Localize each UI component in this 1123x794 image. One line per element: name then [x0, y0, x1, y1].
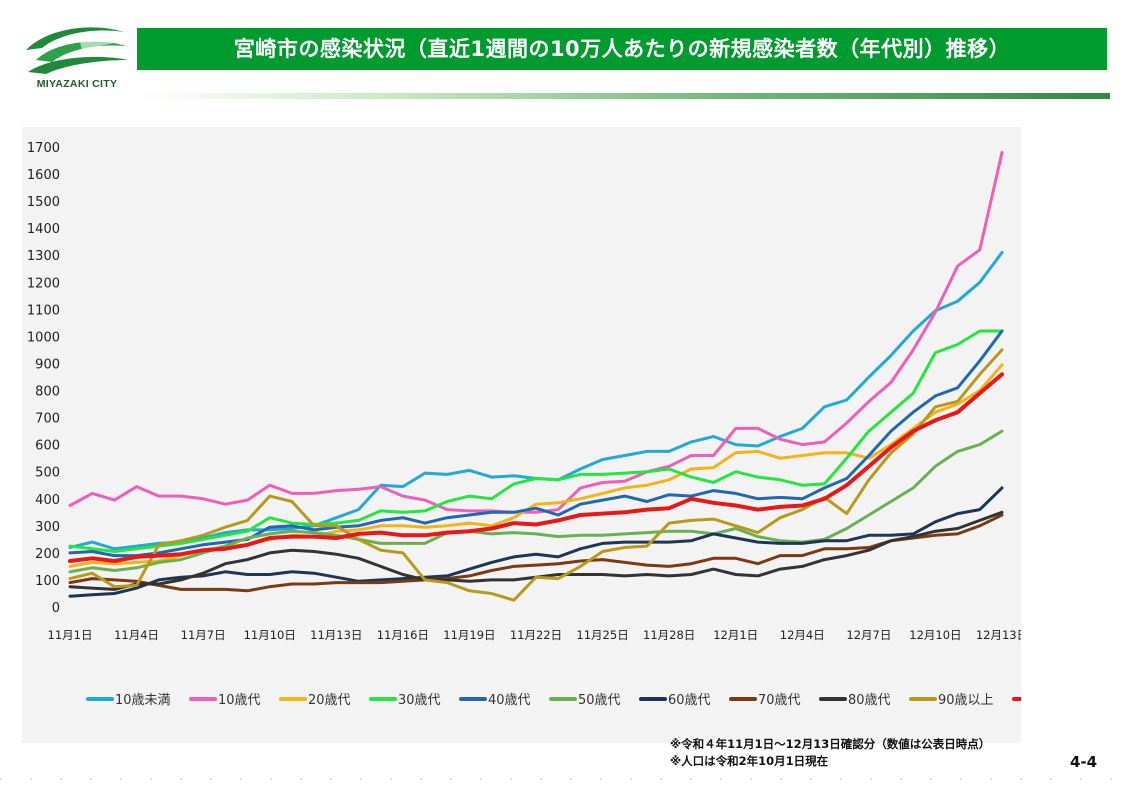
- series-line: [68, 486, 1004, 598]
- series-line: [68, 429, 1004, 574]
- y-tick-label: 600: [35, 439, 60, 454]
- note-population: ※人口は令和2年10月1日現在: [670, 754, 829, 768]
- x-tick-label: 11月10日: [244, 628, 296, 642]
- page-title: 宮崎市の感染状況（直近1週間の10万人あたりの新規感染者数（年代別）推移）: [137, 28, 1107, 70]
- chart-panel: 0 100 200 300 400 500 600 700 800 900 1000 1100 1200…: [22, 127, 1021, 743]
- x-tick-label: 11月22日: [510, 628, 562, 642]
- y-tick-label: 1100: [27, 303, 60, 318]
- x-tick-label: 11月4日: [114, 628, 159, 642]
- miyazaki-city-logo: MIYAZAKI CITY: [22, 20, 132, 98]
- x-tick-label: 11月16日: [377, 628, 429, 642]
- legend-label: 10歳代: [218, 693, 261, 708]
- y-tick-label: 1700: [27, 141, 60, 156]
- y-tick-label: 300: [35, 520, 60, 535]
- series-line: [68, 150, 1004, 514]
- series-line: [68, 329, 1004, 553]
- series-line: [68, 513, 1004, 593]
- legend-label: 60歳代: [668, 693, 711, 708]
- legend-label: 90歳以上: [938, 693, 994, 708]
- x-tick-label: 12月10日: [909, 628, 961, 642]
- x-tick-label: 11月25日: [576, 628, 628, 642]
- y-tick-label: 400: [35, 493, 60, 508]
- legend-label: 10歳未満: [115, 693, 171, 708]
- legend-label: 30歳代: [398, 693, 441, 708]
- x-tick-label: 12月4日: [780, 628, 825, 642]
- x-tick-label: 11月28日: [643, 628, 695, 642]
- x-tick-label: 12月7日: [846, 628, 891, 642]
- x-tick-label: 11月13日: [310, 628, 362, 642]
- y-tick-label: 900: [35, 357, 60, 372]
- x-tick-label: 11月7日: [181, 628, 226, 642]
- legend-label: 50歳代: [578, 693, 621, 708]
- legend-label: 20歳代: [308, 693, 351, 708]
- y-tick-label: 500: [35, 466, 60, 481]
- x-tick-label: 11月1日: [48, 628, 93, 642]
- y-tick-label: 0: [52, 601, 60, 616]
- legend-label: 40歳代: [488, 693, 531, 708]
- y-tick-label: 800: [35, 385, 60, 400]
- y-tick-label: 1200: [27, 276, 60, 291]
- series-line: [68, 329, 1004, 558]
- x-tick-label: 12月13日: [976, 628, 1021, 642]
- logo-text: MIYAZAKI CITY: [36, 78, 118, 90]
- x-tick-label: 11月19日: [443, 628, 495, 642]
- legend-label: 70歳代: [758, 693, 801, 708]
- logo-mark-icon: [26, 27, 128, 74]
- note-period: ※令和４年11月1日～12月13日確認分（数値は公表日時点）: [670, 737, 991, 751]
- series-line: [68, 372, 1004, 563]
- x-tick-label: 12月1日: [713, 628, 758, 642]
- page-number: 4-4: [1070, 753, 1098, 771]
- line-chart: 0 100 200 300 400 500 600 700 800 900 1000 1100 1200…: [27, 141, 1021, 708]
- header-divider: [137, 93, 1110, 99]
- y-tick-label: 100: [35, 574, 60, 589]
- y-tick-label: 1000: [27, 330, 60, 345]
- legend-label: 80歳代: [848, 693, 891, 708]
- y-tick-label: 1400: [27, 222, 60, 237]
- y-tick-label: 200: [35, 547, 60, 562]
- footer-divider: [0, 778, 1123, 780]
- y-tick-label: 1500: [27, 195, 60, 210]
- y-tick-label: 1300: [27, 249, 60, 264]
- y-tick-label: 1600: [27, 168, 60, 183]
- series-line: [68, 348, 1004, 602]
- y-tick-label: 700: [35, 412, 60, 427]
